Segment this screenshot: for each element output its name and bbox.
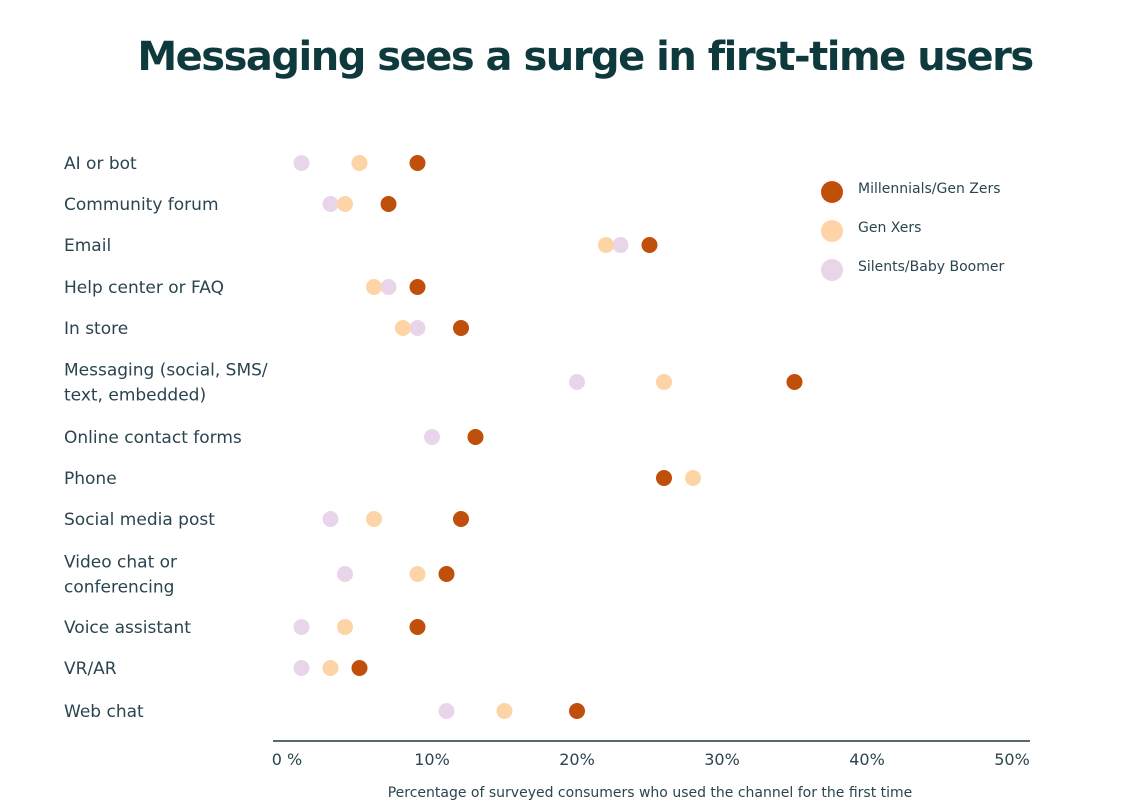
data-point — [786, 374, 803, 390]
data-point — [337, 566, 353, 582]
category-label: AI or bot — [64, 154, 137, 174]
data-point — [293, 660, 310, 676]
data-point — [424, 429, 440, 445]
legend-swatch — [821, 220, 843, 242]
x-tick-labels: 0 % 10% 20% 30% 40% 50% — [272, 750, 1030, 769]
data-point — [656, 374, 672, 390]
data-point — [395, 320, 411, 336]
x-tick-label: 30% — [704, 750, 740, 769]
data-point — [641, 237, 658, 253]
data-point — [453, 511, 469, 527]
category-label: Email — [64, 236, 111, 256]
data-point — [322, 660, 339, 676]
category-label: Community forum — [64, 195, 219, 215]
category-label: Voice assistant — [64, 618, 191, 638]
legend-swatch — [821, 259, 843, 281]
category-label-line: text, embedded) — [64, 386, 206, 406]
category-label: VR/AR — [64, 659, 117, 679]
category-label-line: VR/AR — [64, 659, 117, 679]
data-point — [685, 470, 701, 486]
data-point — [453, 320, 469, 336]
data-point — [409, 279, 426, 295]
category-label: Messaging (social, SMS/text, embedded) — [64, 361, 268, 406]
category-labels: AI or bot Community forum Email Help center… — [64, 154, 268, 722]
category-label-line: Community forum — [64, 195, 219, 215]
x-tick-label: 40% — [849, 750, 885, 769]
category-label-line: Phone — [64, 469, 117, 489]
data-point — [337, 619, 353, 635]
x-axis-title: Percentage of surveyed consumers who use… — [388, 785, 913, 801]
legend-label: Millennials/Gen Zers — [858, 181, 1001, 197]
data-point — [612, 237, 629, 253]
category-label-line: In store — [64, 319, 128, 339]
legend: Millennials/Gen Zers Gen Xers Silents/Baby… — [821, 181, 1004, 281]
data-point — [656, 470, 672, 486]
data-point — [351, 155, 368, 171]
category-label: Online contact forms — [64, 428, 242, 448]
data-point — [366, 279, 382, 295]
data-point — [598, 237, 614, 253]
data-point — [569, 703, 585, 719]
data-point — [496, 703, 513, 719]
x-tick-label: 50% — [994, 750, 1030, 769]
data-point — [293, 155, 310, 171]
data-point — [438, 703, 455, 719]
category-label: Phone — [64, 469, 117, 489]
category-label-line: AI or bot — [64, 154, 137, 174]
category-label: Social media post — [64, 510, 215, 530]
data-point — [409, 155, 426, 171]
data-point — [337, 196, 353, 212]
category-label-line: Help center or FAQ — [64, 278, 224, 298]
data-points — [293, 155, 803, 719]
legend-swatch — [821, 181, 843, 203]
data-point — [293, 619, 310, 635]
data-point — [409, 566, 426, 582]
category-label-line: Voice assistant — [64, 618, 191, 638]
category-label: In store — [64, 319, 128, 339]
data-point — [438, 566, 455, 582]
data-point — [467, 429, 484, 445]
data-point — [322, 511, 339, 527]
data-point — [366, 511, 382, 527]
category-label-line: Online contact forms — [64, 428, 242, 448]
category-label-line: Social media post — [64, 510, 215, 530]
legend-label: Silents/Baby Boomer — [858, 259, 1004, 275]
data-point — [569, 374, 585, 390]
category-label: Web chat — [64, 702, 144, 722]
data-point — [322, 196, 339, 212]
x-tick-label: 20% — [559, 750, 595, 769]
legend-label: Gen Xers — [858, 220, 921, 236]
category-label: Video chat or conferencing — [64, 553, 177, 598]
category-label-line: Email — [64, 236, 111, 256]
data-point — [380, 279, 397, 295]
data-point — [409, 320, 426, 336]
category-label-line: Messaging (social, SMS/ — [64, 361, 268, 381]
category-label-line: Web chat — [64, 702, 144, 722]
data-point — [409, 619, 426, 635]
x-tick-label: 10% — [414, 750, 450, 769]
chart-title: Messaging sees a surge in first-time use… — [137, 34, 1032, 80]
data-point — [380, 196, 397, 212]
x-tick-label: 0 % — [272, 750, 302, 769]
category-label-line: Video chat or — [64, 553, 177, 573]
category-label-line: conferencing — [64, 578, 174, 598]
category-label: Help center or FAQ — [64, 278, 224, 298]
data-point — [351, 660, 368, 676]
